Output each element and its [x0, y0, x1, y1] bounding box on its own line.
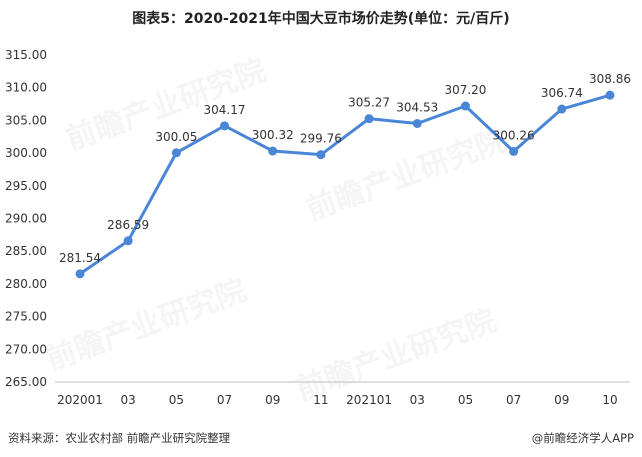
y-tick-label: 300.00: [5, 146, 47, 160]
x-tick-label: 07: [217, 393, 232, 407]
data-label: 300.26: [493, 128, 535, 142]
series-line: [79, 93, 611, 276]
x-tick-label: 05: [458, 393, 473, 407]
data-label: 308.86: [589, 72, 631, 86]
x-tick-label: 202001: [57, 393, 103, 407]
y-tick-label: 290.00: [5, 212, 47, 226]
data-point: [605, 90, 615, 100]
x-tick-label: 10: [602, 393, 617, 407]
y-tick-label: 285.00: [5, 244, 47, 258]
x-tick-label: 03: [121, 393, 136, 407]
data-point: [509, 146, 519, 156]
x-tick-label: 05: [169, 393, 184, 407]
data-label: 304.53: [396, 100, 438, 114]
data-point: [412, 118, 422, 128]
x-tick-label: 03: [410, 393, 425, 407]
y-tick-label: 315.00: [5, 48, 47, 62]
y-tick-label: 280.00: [5, 277, 47, 291]
y-tick-label: 295.00: [5, 179, 47, 193]
data-label: 306.74: [541, 86, 583, 100]
chart-title: 图表5：2020-2021年中国大豆市场价走势(单位：元/百斤): [132, 11, 510, 27]
x-tick-label: 09: [265, 393, 280, 407]
data-label: 281.54: [59, 251, 101, 265]
source-note: 资料来源：农业农村部 前瞻产业研究院整理: [8, 431, 231, 445]
data-point: [268, 146, 278, 156]
data-point: [460, 101, 470, 111]
x-tick-label: 11: [313, 393, 328, 407]
data-label: 300.05: [155, 130, 197, 144]
data-point: [316, 150, 326, 160]
data-label: 299.76: [300, 132, 342, 146]
y-tick-label: 310.00: [5, 81, 47, 95]
data-label: 300.32: [252, 128, 294, 142]
data-point: [220, 121, 230, 131]
data-label: 305.27: [348, 96, 390, 110]
y-tick-label: 275.00: [5, 310, 47, 324]
brand-note: @前瞻经济学人APP: [531, 431, 634, 445]
data-point: [75, 269, 85, 279]
data-label: 307.20: [444, 83, 486, 97]
y-tick-label: 270.00: [5, 342, 47, 356]
data-label: 286.59: [107, 218, 149, 232]
y-tick-label: 305.00: [5, 113, 47, 127]
data-point: [171, 148, 181, 158]
y-tick-label: 265.00: [5, 375, 47, 389]
data-label: 304.17: [204, 103, 246, 117]
x-tick-label: 202101: [346, 393, 392, 407]
data-point: [123, 236, 133, 246]
data-point: [364, 114, 374, 124]
x-tick-label: 07: [506, 393, 521, 407]
data-point: [557, 104, 567, 114]
x-tick-label: 09: [554, 393, 569, 407]
